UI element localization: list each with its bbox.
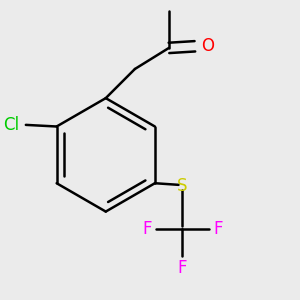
- Text: F: F: [213, 220, 223, 238]
- Text: S: S: [177, 178, 188, 196]
- Text: Cl: Cl: [3, 116, 20, 134]
- Text: F: F: [178, 260, 187, 278]
- Text: F: F: [142, 220, 152, 238]
- Text: O: O: [201, 37, 214, 55]
